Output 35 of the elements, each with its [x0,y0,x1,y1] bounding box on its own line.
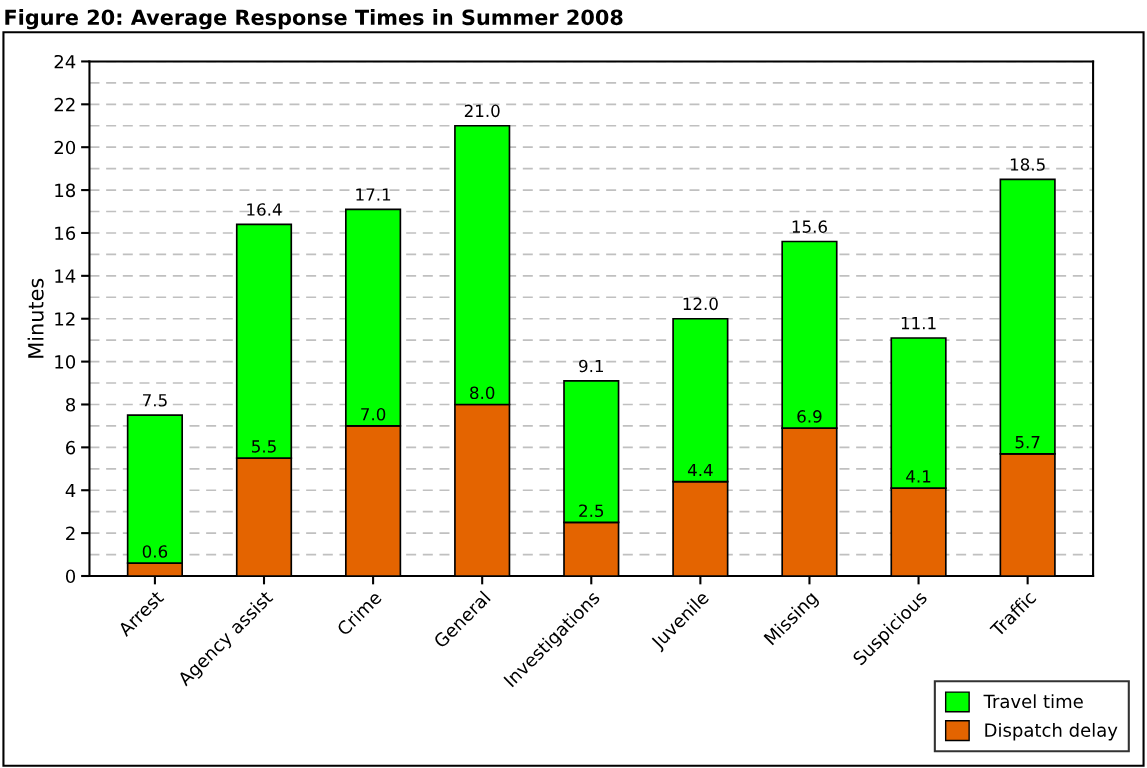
y-tick-label: 8 [66,397,76,412]
y-tick-label: 14 [55,269,76,283]
total-label: 21.0 [464,104,500,118]
total-label: 7.5 [143,394,167,407]
data-label: 4.1 [906,470,931,483]
y-tick-label: 18 [55,183,76,198]
data-label: 7.0 [361,407,386,421]
total-label: 18.5 [1010,158,1045,171]
y-tick-label: 4 [65,483,76,498]
data-label: 4.4 [687,463,713,477]
y-tick-label: 0 [65,569,76,584]
y-tick-label: 10 [55,355,76,369]
chart-title: Figure 20: Average Response Times in Summer 2008 [5,9,623,30]
total-label: 16.4 [247,203,282,216]
data-label: 5.5 [252,440,276,453]
data-label: 2.5 [579,504,604,518]
total-label: 15.6 [792,220,827,233]
y-tick-label: 20 [54,140,76,155]
data-label: 5.7 [1015,436,1040,449]
legend-label: Dispatch delay [985,722,1118,741]
y-tick-label: 12 [55,312,75,326]
data-label: 8.0 [470,386,495,400]
total-label: 9.1 [579,359,603,373]
y-tick-label: 16 [55,226,76,241]
y-tick-label: 24 [54,54,76,69]
y-axis-title: Minutes [27,278,44,358]
total-label: 12.0 [683,297,718,311]
y-tick-label: 22 [54,97,75,112]
data-label: 6.9 [797,410,822,423]
data-label: 0.6 [142,545,168,558]
y-tick-label: 6 [66,440,76,455]
legend-label: Travel time [983,694,1083,709]
total-label: 11.1 [901,317,936,330]
y-tick-label: 2 [66,526,75,540]
total-label: 17.1 [356,188,391,201]
